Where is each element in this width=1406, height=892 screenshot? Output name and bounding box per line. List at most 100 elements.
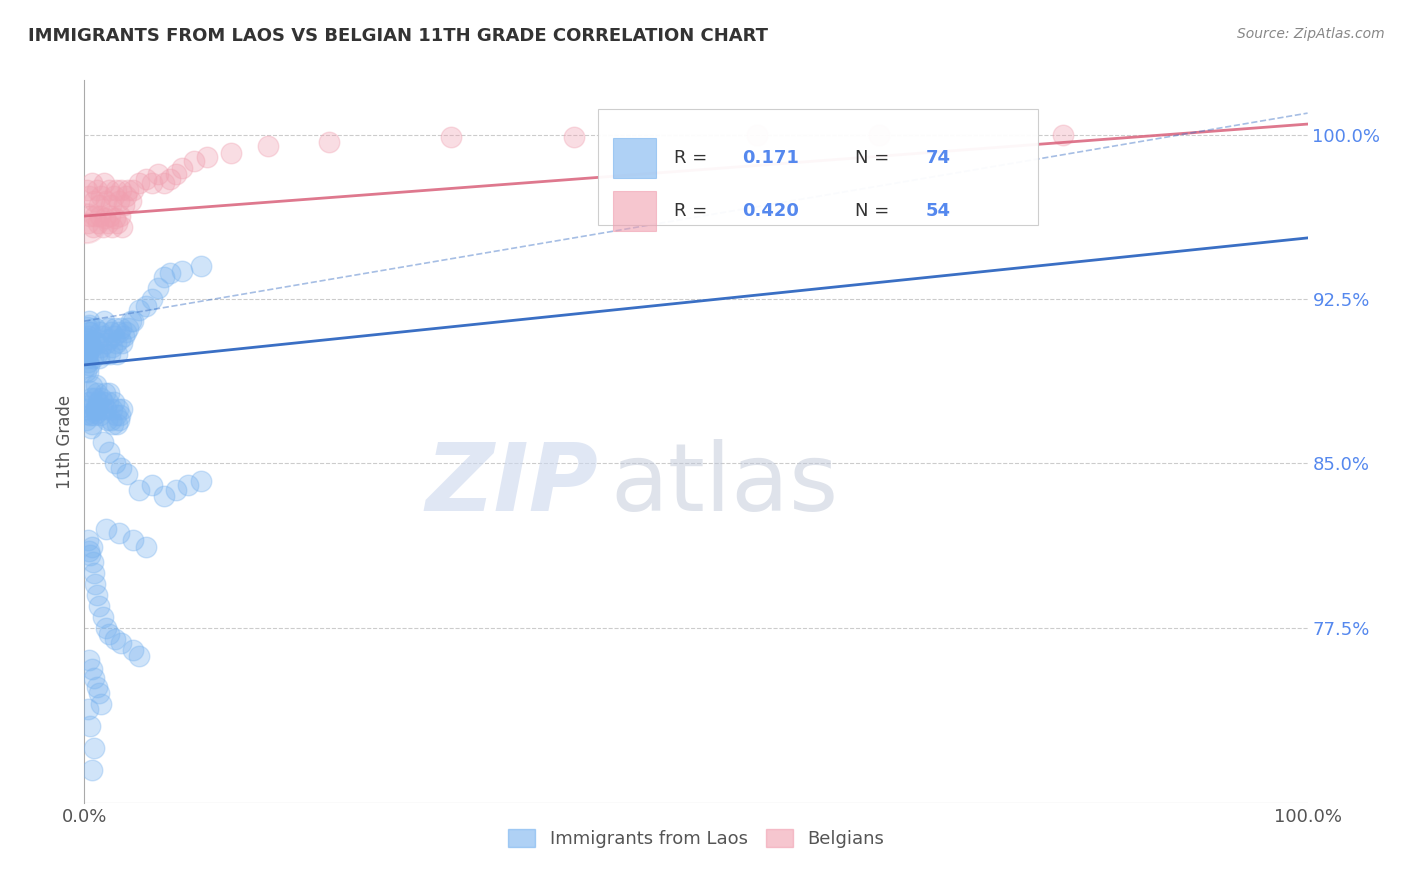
Point (97, 627, 120, 641)
Point (97, 320, 120, 334)
Point (94, 211, 117, 226)
Point (141, 478, 163, 492)
Point (146, 168, 169, 182)
Text: 74: 74 (927, 149, 950, 167)
Point (869, 128, 891, 142)
Point (111, 401, 134, 416)
Point (87, 686, 110, 700)
Point (257, 139, 280, 153)
Point (135, 299, 157, 313)
Point (107, 401, 129, 416)
Point (101, 417, 124, 431)
Point (122, 314, 145, 328)
Point (75, 364, 97, 378)
Point (190, 474, 212, 488)
Point (89, 409, 111, 423)
Point (75, 412, 97, 426)
Point (77, 395, 100, 409)
Point (90, 189, 112, 203)
Point (87, 198, 110, 212)
Point (75, 331, 97, 345)
Point (103, 395, 125, 409)
Point (87, 351, 110, 366)
Point (80, 763, 103, 777)
Point (77, 325, 100, 339)
Point (97, 445, 120, 459)
Point (96, 621, 118, 635)
Point (101, 340, 124, 354)
Point (115, 189, 138, 203)
Point (82, 555, 104, 569)
Point (83, 391, 105, 405)
Point (93, 314, 115, 328)
Point (141, 176, 163, 190)
Point (98, 209, 121, 223)
Point (177, 478, 200, 492)
Point (91, 609, 114, 624)
Point (128, 303, 150, 318)
Point (165, 168, 187, 182)
Point (80, 420, 103, 434)
Point (94, 347, 117, 361)
Point (108, 412, 131, 426)
Point (86, 588, 108, 602)
Point (90, 391, 112, 405)
Point (87, 216, 110, 230)
Point (128, 483, 150, 497)
Point (440, 130, 463, 145)
Point (84, 320, 107, 334)
Text: 0.171: 0.171 (742, 149, 800, 167)
Point (97, 183, 120, 197)
Point (135, 171, 157, 186)
Legend: Immigrants from Laos, Belgians: Immigrants from Laos, Belgians (501, 822, 891, 855)
Text: 0.420: 0.420 (742, 202, 800, 220)
Point (86, 347, 108, 361)
Point (104, 320, 127, 334)
Point (104, 632, 127, 646)
Point (108, 332, 131, 346)
Point (107, 526, 129, 541)
Point (76, 344, 98, 359)
Point (97, 395, 120, 409)
Text: Source: ZipAtlas.com: Source: ZipAtlas.com (1237, 27, 1385, 41)
Point (98, 386, 121, 401)
Point (98, 347, 121, 361)
Point (117, 183, 139, 197)
Point (77, 355, 100, 369)
Point (111, 336, 134, 351)
Point (122, 642, 145, 657)
Point (120, 194, 142, 208)
Text: N =: N = (855, 149, 889, 167)
Point (183, 154, 205, 169)
Point (153, 176, 176, 190)
Point (80, 176, 103, 190)
Point (75, 344, 97, 359)
Point (82, 351, 104, 366)
Point (172, 161, 194, 175)
Point (108, 209, 131, 223)
Point (112, 198, 135, 212)
Point (128, 176, 150, 190)
Point (75, 400, 97, 414)
Point (110, 183, 132, 197)
Point (101, 219, 124, 234)
Point (107, 325, 129, 339)
Point (110, 460, 132, 475)
Point (97, 332, 120, 346)
Point (101, 401, 124, 416)
Point (93, 176, 115, 190)
Point (115, 325, 138, 339)
Bar (613, 191, 655, 231)
Point (84, 377, 107, 392)
Point (79, 549, 101, 563)
Point (104, 211, 127, 226)
FancyBboxPatch shape (598, 109, 1039, 225)
Y-axis label: 11th Grade: 11th Grade (56, 394, 75, 489)
Point (79, 318, 101, 333)
Point (83, 741, 105, 756)
Point (86, 680, 108, 694)
Point (94, 401, 117, 416)
Point (105, 417, 128, 431)
Point (86, 183, 108, 197)
Point (117, 320, 139, 334)
